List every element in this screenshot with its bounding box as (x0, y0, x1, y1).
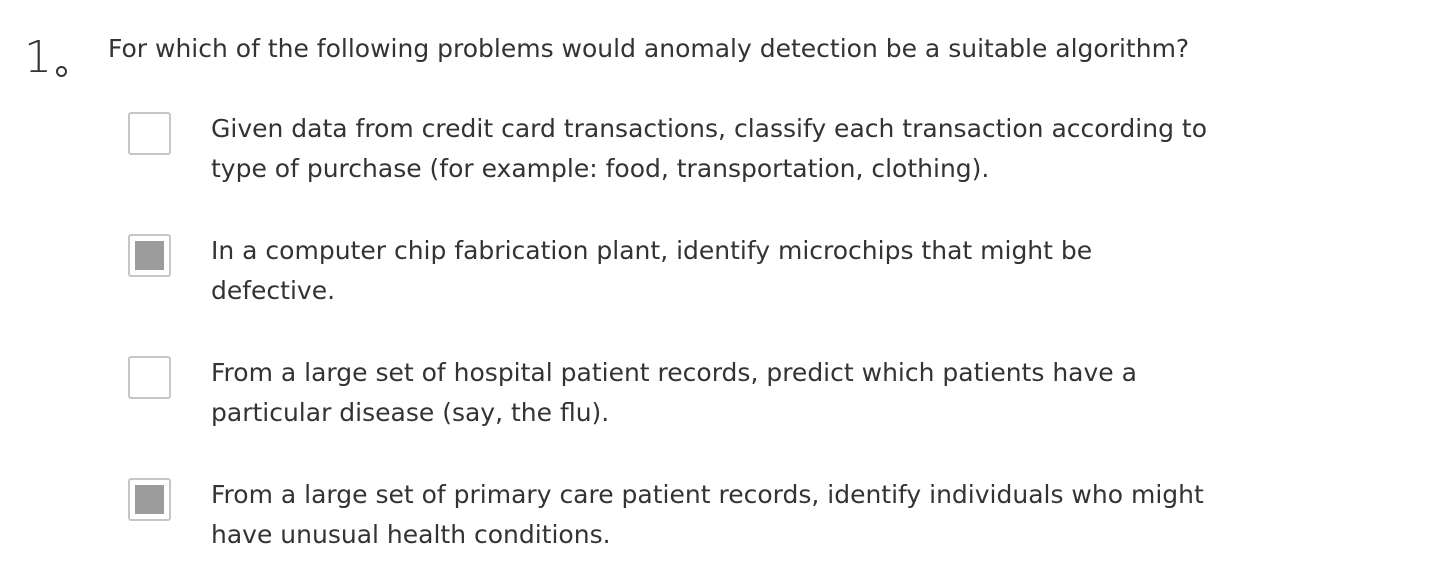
option-1-line-1: Given data from credit card transactions… (211, 114, 1207, 143)
option-1-text[interactable]: Given data from credit card transactions… (211, 109, 1286, 189)
option-4-line-2: have unusual health conditions. (211, 520, 611, 549)
option-3-line-2: particular disease (say, the flu). (211, 398, 610, 427)
option-1-checkbox[interactable] (128, 112, 171, 155)
option-1-line-2: type of purchase (for example: food, tra… (211, 154, 990, 183)
option-2-line-2: defective. (211, 276, 336, 305)
option-3-checkbox[interactable] (128, 356, 171, 399)
checkbox-check-fill-icon (135, 241, 164, 270)
option-4-checkbox[interactable] (128, 478, 171, 521)
question-text: For which of the following problems woul… (108, 34, 1190, 63)
question-number-dot-icon (56, 66, 67, 77)
option-4-line-1: From a large set of primary care patient… (211, 480, 1204, 509)
checkbox-check-fill-icon (135, 485, 164, 514)
option-3-line-1: From a large set of hospital patient rec… (211, 358, 1137, 387)
option-2-line-1: In a computer chip fabrication plant, id… (211, 236, 1093, 265)
option-2-text[interactable]: In a computer chip fabrication plant, id… (211, 231, 1286, 311)
option-2-checkbox[interactable] (128, 234, 171, 277)
option-4-text[interactable]: From a large set of primary care patient… (211, 475, 1286, 555)
option-3-text[interactable]: From a large set of hospital patient rec… (211, 353, 1286, 433)
question-number: 1 (24, 32, 52, 83)
